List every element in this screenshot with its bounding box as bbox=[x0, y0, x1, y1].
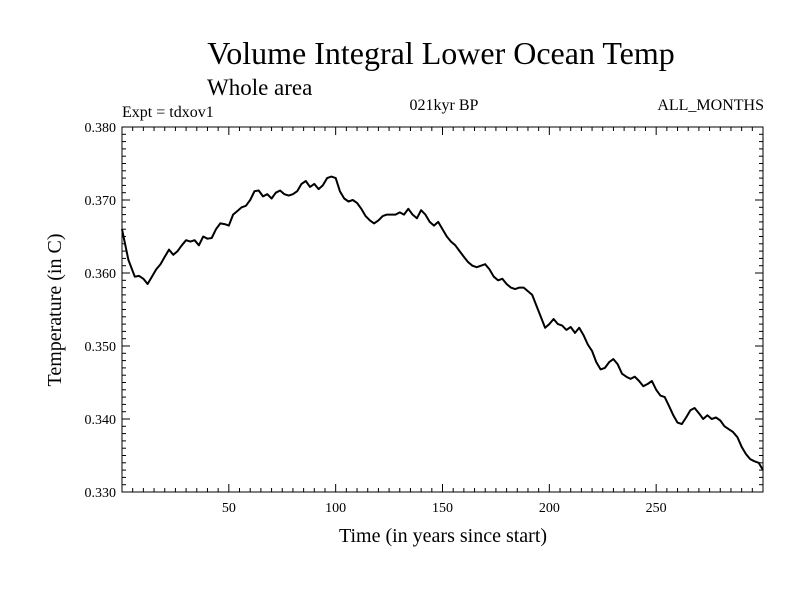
axis-ticks bbox=[122, 127, 763, 492]
x-tick-label: 50 bbox=[222, 501, 236, 516]
axis-tick-labels: 50 100 150 200 250 0.330 0.340 0.350 0.360 0.370 0… bbox=[85, 121, 667, 516]
plot-frame bbox=[121, 126, 764, 493]
x-tick-label: 100 bbox=[325, 501, 346, 516]
data-series-line bbox=[121, 175, 764, 471]
x-tick-label: 200 bbox=[539, 501, 560, 516]
y-tick-label: 0.360 bbox=[85, 267, 117, 282]
period-label: 021kyr BP bbox=[410, 97, 479, 114]
x-tick-label: 150 bbox=[432, 501, 453, 516]
y-tick-label: 0.380 bbox=[85, 121, 117, 136]
experiment-label: Expt = tdxov1 bbox=[122, 104, 214, 121]
y-tick-label: 0.370 bbox=[85, 194, 117, 209]
y-tick-label: 0.330 bbox=[85, 486, 117, 501]
y-axis-label: Temperature (in C) bbox=[44, 234, 66, 387]
y-tick-label: 0.340 bbox=[85, 413, 117, 428]
y-tick-label: 0.350 bbox=[85, 340, 117, 355]
months-label: ALL_MONTHS bbox=[657, 97, 764, 114]
x-axis-label: Time (in years since start) bbox=[339, 525, 547, 547]
chart-subtitle: Whole area bbox=[207, 75, 312, 100]
x-tick-label: 250 bbox=[646, 501, 667, 516]
chart-title: Volume Integral Lower Ocean Temp bbox=[207, 35, 675, 71]
